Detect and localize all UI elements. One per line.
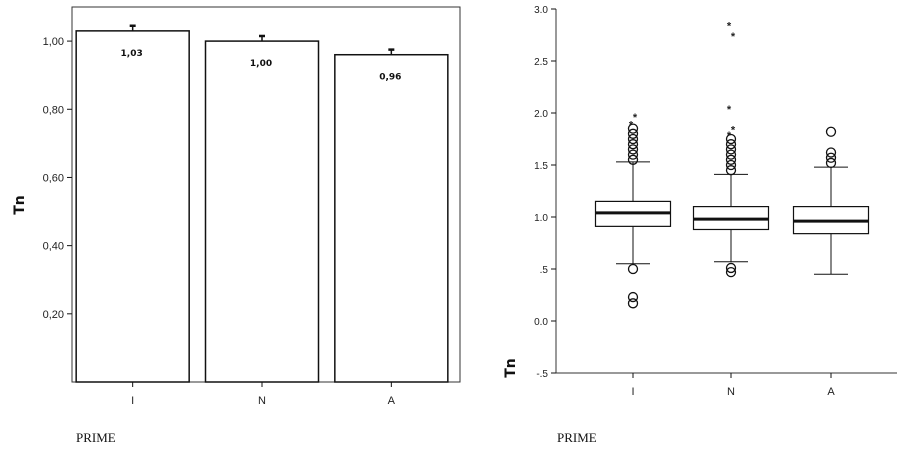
box-extreme: * bbox=[727, 130, 732, 142]
box-outlier bbox=[627, 149, 639, 160]
box-extreme: * bbox=[731, 125, 736, 137]
bar-chart-y-tick-label: 0,20 bbox=[43, 309, 64, 321]
box-outlier bbox=[825, 126, 837, 137]
box-outlier bbox=[725, 144, 737, 155]
box-outlier bbox=[725, 266, 737, 278]
box-plot-marks: *** **** bbox=[594, 21, 870, 309]
box-plot-y-tick-label: 2.5 bbox=[534, 57, 548, 68]
box-outlier bbox=[627, 123, 639, 134]
bar bbox=[204, 40, 320, 383]
bar-chart-y-tick-label: 0,80 bbox=[43, 104, 64, 116]
box-outlier bbox=[627, 154, 639, 165]
bar-chart-x-label: PRIME bbox=[76, 430, 116, 445]
box-outlier bbox=[725, 165, 737, 176]
box-plot-y-tick-label: -.5 bbox=[536, 369, 548, 380]
box-plot-y-tick-label: 1.0 bbox=[534, 213, 548, 224]
box-plot-y-tick-label: 0.0 bbox=[534, 317, 548, 328]
box-outlier bbox=[627, 298, 639, 309]
box-plot-y-label: Tn bbox=[503, 358, 519, 378]
box-outlier bbox=[627, 291, 639, 303]
box-outlier bbox=[725, 133, 737, 145]
box-outlier bbox=[725, 159, 737, 171]
bar-chart-y-tick-label: 0,60 bbox=[43, 172, 64, 184]
bar-chart-x-tick-label: I bbox=[131, 395, 134, 407]
box-extreme: * bbox=[727, 21, 732, 33]
box-outlier bbox=[627, 133, 639, 145]
bar-chart: 0,20 0,40 0,60 0,80 1,00 1,03 1,00 0,96 I N A Tn bbox=[12, 6, 461, 407]
box-plot-x-label: PRIME bbox=[557, 430, 597, 445]
box-plot-x-tick-label: A bbox=[827, 386, 835, 398]
box-plot-x-tick-label: N bbox=[727, 386, 735, 398]
bar-data-label: 1,00 bbox=[250, 59, 272, 69]
bar-chart-y-label: Tn bbox=[12, 195, 28, 215]
box-outlier bbox=[725, 149, 737, 160]
bar-data-label: 1,03 bbox=[121, 49, 143, 59]
box-outlier bbox=[627, 128, 639, 139]
box-outlier bbox=[627, 139, 639, 150]
bar-chart-x-tick-label: A bbox=[388, 395, 396, 407]
box-outlier bbox=[725, 154, 737, 165]
box-plot-x-tick-label: I bbox=[631, 386, 634, 398]
bar-data-label: 0,96 bbox=[379, 73, 401, 83]
box-extreme: * bbox=[731, 31, 736, 43]
box-outlier bbox=[627, 144, 639, 155]
box-outlier bbox=[725, 139, 737, 150]
box-extreme: * bbox=[633, 112, 638, 124]
box-outlier bbox=[825, 157, 837, 169]
box-plot-y-tick-label: 3.0 bbox=[534, 5, 548, 16]
bar-chart-marks: 1,03 1,00 0,96 bbox=[75, 24, 449, 383]
box-outlier bbox=[825, 147, 837, 158]
box-plot-y-axis: -.5 0.0 .5 1.0 1.5 2.0 2.5 3.0 bbox=[534, 5, 556, 380]
box-outlier bbox=[627, 263, 639, 275]
bar-chart-y-tick-label: 1,00 bbox=[43, 36, 64, 48]
bar-chart-y-axis: 0,20 0,40 0,60 0,80 1,00 bbox=[43, 36, 72, 321]
box-outlier bbox=[825, 152, 837, 163]
bar bbox=[75, 30, 190, 383]
bar-chart-x-tick-label: N bbox=[258, 395, 266, 407]
bar-chart-y-tick-label: 0,40 bbox=[43, 241, 64, 253]
box-plot-y-tick-label: 2.0 bbox=[534, 109, 548, 120]
box-extreme: * bbox=[727, 104, 732, 116]
box-extreme: * bbox=[629, 119, 634, 131]
box-plot-y-tick-label: .5 bbox=[540, 265, 549, 276]
box-outlier bbox=[725, 262, 737, 274]
box-plot-y-tick-label: 1.5 bbox=[534, 161, 548, 172]
bar bbox=[334, 53, 449, 383]
